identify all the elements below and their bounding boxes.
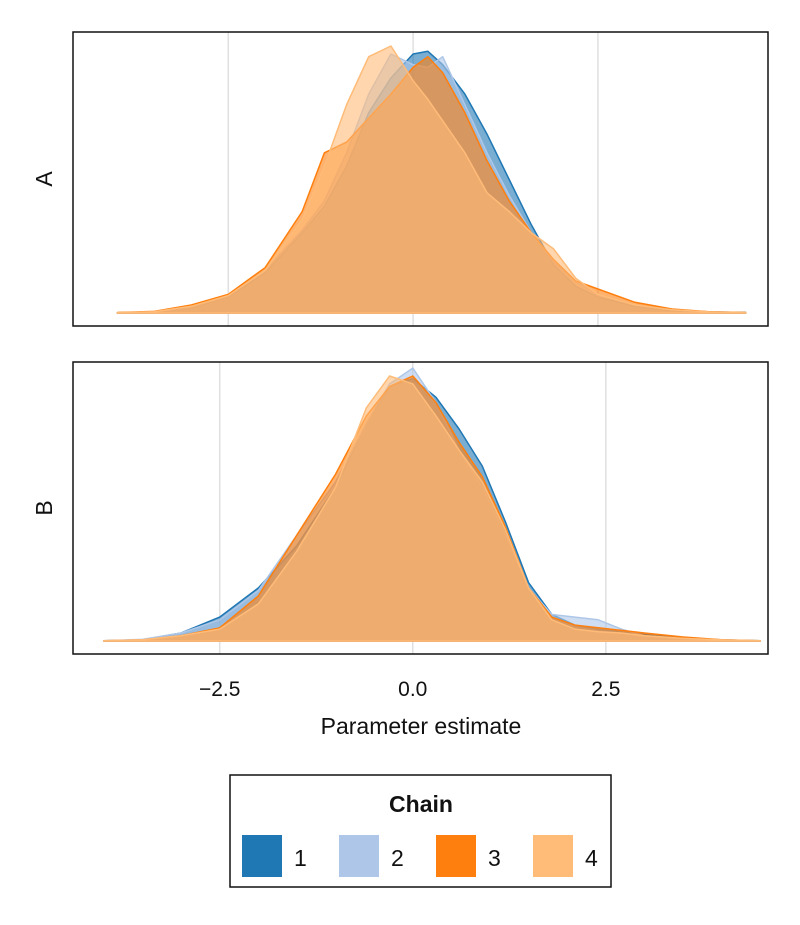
legend-label: 1: [294, 845, 307, 871]
legend-entry-3: 3: [436, 835, 501, 877]
legend-entry-2: 2: [339, 835, 404, 877]
legend-entry-1: 1: [242, 835, 307, 877]
x-axis-title: Parameter estimate: [321, 713, 522, 739]
density-area-chain-4: [103, 375, 762, 642]
x-tick-label: 0.0: [398, 678, 427, 701]
x-tick-label: 2.5: [591, 678, 620, 701]
panel-label: B: [31, 500, 57, 515]
legend-title: Chain: [389, 791, 453, 817]
panel-frame: [72, 361, 769, 655]
panel-A: A: [31, 31, 769, 327]
legend-swatch: [242, 835, 282, 877]
legend-entry-4: 4: [533, 835, 598, 877]
legend: Chain 1 2 3 4: [229, 774, 612, 888]
panel-label: A: [31, 171, 57, 187]
panel-B: B −2.5 0.0 2.5: [31, 361, 769, 701]
legend-swatch: [436, 835, 476, 877]
legend-swatch: [533, 835, 573, 877]
panel-frame: [72, 31, 769, 327]
legend-label: 3: [488, 845, 501, 871]
legend-label: 2: [391, 845, 404, 871]
legend-entries: 1 2 3 4: [242, 835, 598, 877]
panels-layer: A B −2.5 0.0 2.5: [31, 31, 769, 701]
density-area-chain-4: [116, 45, 747, 314]
legend-label: 4: [585, 845, 598, 871]
x-tick-label: −2.5: [199, 678, 240, 701]
legend-swatch: [339, 835, 379, 877]
